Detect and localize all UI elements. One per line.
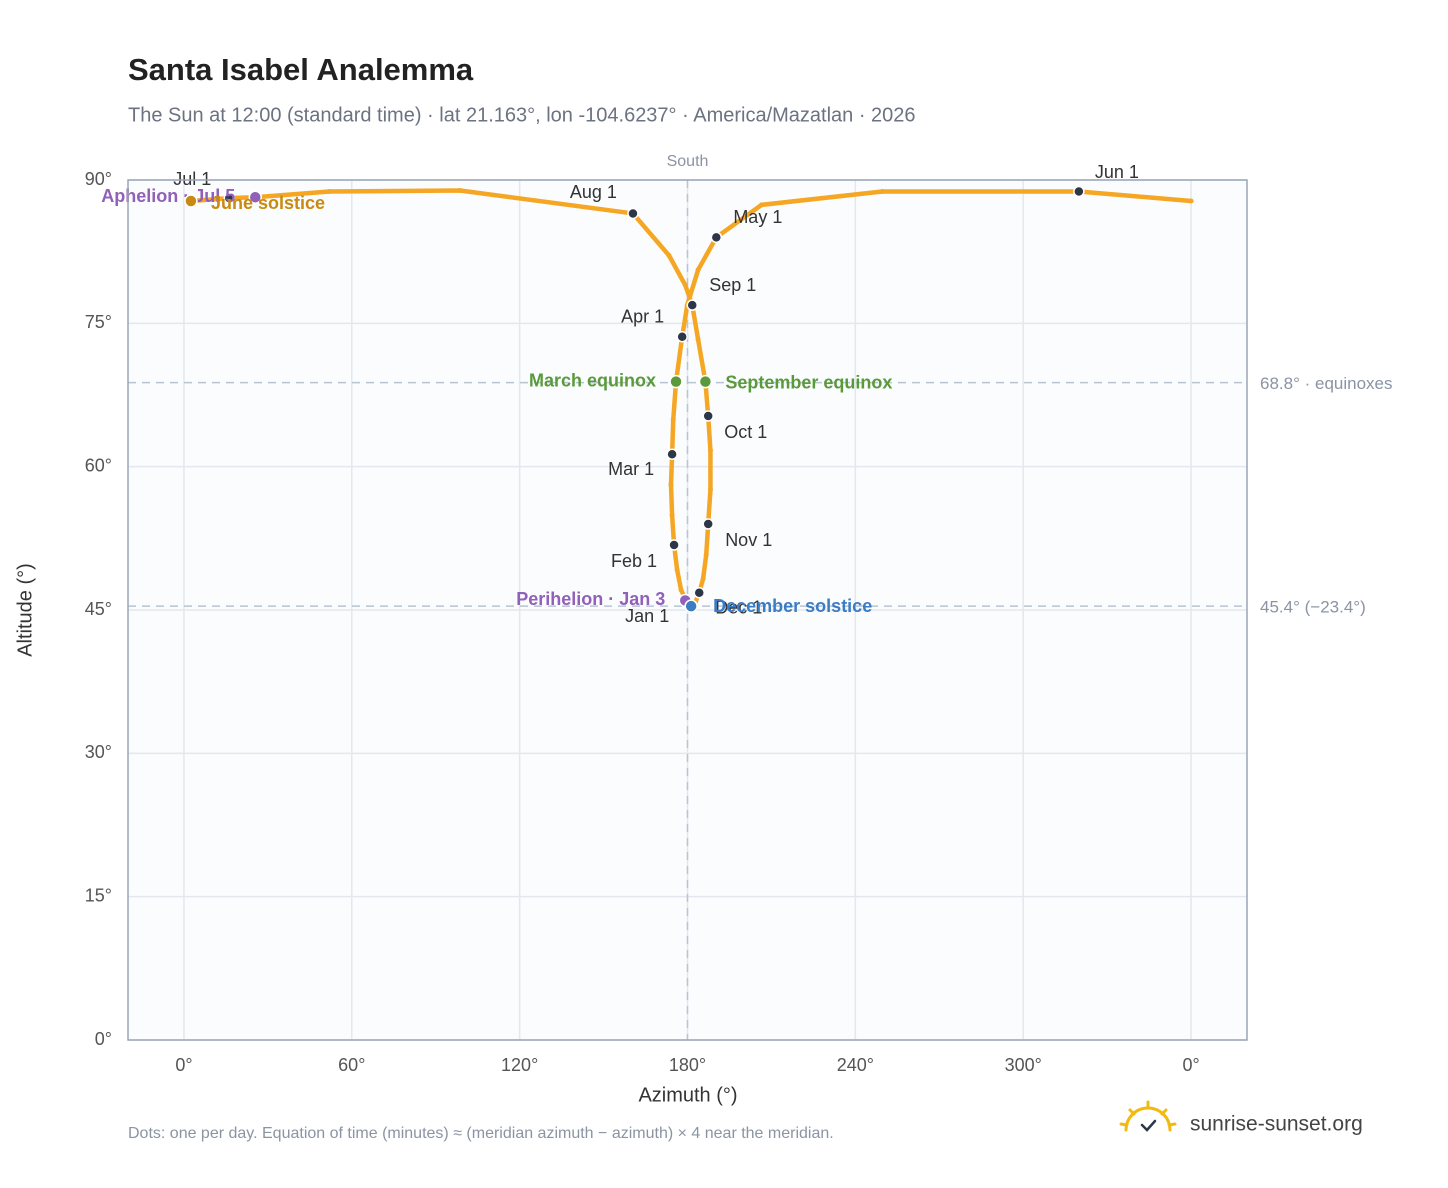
- day-dot: [326, 188, 332, 194]
- month-dot: [666, 448, 678, 460]
- day-dot: [759, 202, 765, 208]
- day-dot: [666, 252, 672, 258]
- x-tick-label: 0°: [175, 1055, 192, 1075]
- y-tick-label: 15°: [85, 885, 112, 905]
- chart-title: Santa Isabel Analemma: [128, 52, 474, 87]
- day-dot: [669, 512, 675, 518]
- day-dot: [703, 552, 709, 558]
- month-label: Mar 1: [608, 459, 654, 479]
- month-dot: [1073, 185, 1085, 198]
- month-dot: [223, 192, 236, 204]
- month-label: Aug 1: [570, 182, 617, 202]
- event-dot: [698, 374, 713, 389]
- y-tick-label: 90°: [85, 169, 112, 189]
- day-dot: [678, 587, 684, 593]
- month-dot: [627, 207, 639, 220]
- month-label: Apr 1: [621, 306, 664, 326]
- chart-subtitle: The Sun at 12:00 (standard time) · lat 2…: [128, 104, 916, 126]
- event-dot: [684, 599, 698, 613]
- month-dot: [693, 587, 705, 599]
- month-label: Oct 1: [724, 422, 767, 442]
- day-dot: [682, 282, 688, 288]
- day-dot: [695, 267, 701, 273]
- month-dot: [702, 410, 714, 422]
- x-tick-label: 300°: [1005, 1055, 1042, 1075]
- month-label: Jan 1: [625, 606, 669, 626]
- x-tick-label: 180°: [669, 1055, 706, 1075]
- event-label: Aphelion · Jul 5: [101, 186, 235, 206]
- reference-label: 45.4° (−23.4°): [1260, 598, 1366, 617]
- brand-name: sunrise-sunset.org: [1190, 1113, 1363, 1136]
- day-dot: [707, 487, 713, 493]
- y-tick-label: 75°: [85, 312, 112, 332]
- x-tick-label: 240°: [837, 1055, 874, 1075]
- day-dot: [695, 337, 701, 343]
- day-dot: [668, 482, 674, 488]
- month-label: Sep 1: [709, 275, 756, 295]
- x-tick-label: 60°: [338, 1055, 365, 1075]
- brand-logo: [1119, 1100, 1177, 1132]
- month-label: Jun 1: [1095, 162, 1139, 182]
- y-axis-label: Altitude (°): [14, 563, 36, 657]
- month-label: Jul 1: [173, 169, 211, 189]
- y-tick-label: 45°: [85, 599, 112, 619]
- month-dot: [676, 330, 688, 343]
- month-dot: [702, 518, 714, 530]
- event-dot: [248, 190, 263, 204]
- month-label: Dec 1: [715, 598, 762, 618]
- reference-label: 68.8° · equinoxes: [1260, 374, 1393, 393]
- x-axis-label: Azimuth (°): [638, 1084, 737, 1106]
- day-dot: [457, 188, 463, 194]
- event-label: Perihelion · Jan 3: [516, 589, 665, 609]
- event-dot: [184, 194, 198, 208]
- event-label: September equinox: [725, 372, 892, 392]
- y-tick-label: 30°: [85, 742, 112, 762]
- month-dot: [710, 231, 723, 244]
- y-tick-label: 0°: [95, 1029, 112, 1049]
- plot-border: [127, 179, 1248, 1041]
- y-tick-label: 60°: [85, 455, 112, 475]
- day-dot: [700, 575, 706, 581]
- month-label: Feb 1: [611, 551, 657, 571]
- month-label: May 1: [733, 207, 782, 227]
- event-dot: [669, 374, 683, 389]
- day-dot: [670, 417, 676, 423]
- event-label: March equinox: [529, 370, 656, 390]
- month-label: Nov 1: [725, 530, 772, 550]
- x-tick-label: 0°: [1182, 1055, 1199, 1075]
- day-dot: [879, 188, 885, 194]
- day-dot: [707, 447, 713, 453]
- event-label: December solstice: [713, 596, 872, 616]
- month-dot: [686, 299, 699, 311]
- day-dot: [674, 567, 680, 573]
- month-dot: [668, 539, 680, 551]
- day-dot: [1188, 198, 1194, 204]
- footnote: Dots: one per day. Equation of time (min…: [128, 1125, 834, 1142]
- meridian-label: South: [667, 153, 709, 170]
- event-label: June solstice: [211, 193, 325, 213]
- x-tick-label: 120°: [501, 1055, 538, 1075]
